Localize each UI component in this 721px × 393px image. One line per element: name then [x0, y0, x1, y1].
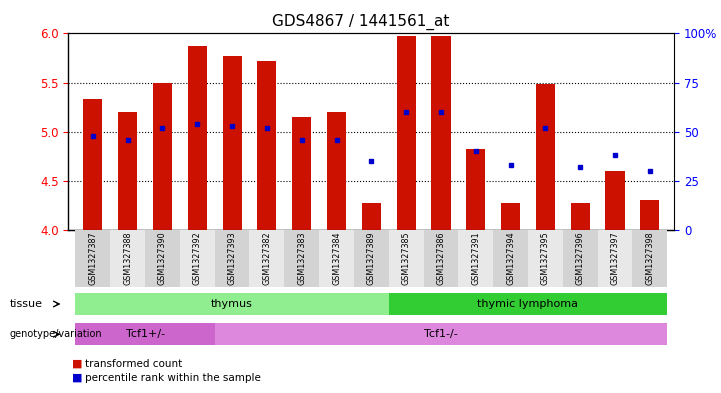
Bar [292, 117, 311, 230]
Text: tissue: tissue [9, 299, 43, 309]
Bar [327, 112, 346, 230]
Text: GSM1327398: GSM1327398 [645, 231, 654, 285]
Bar [110, 230, 145, 287]
Text: GSM1327395: GSM1327395 [541, 231, 550, 285]
Text: GSM1327393: GSM1327393 [228, 231, 236, 285]
Bar [215, 323, 667, 345]
Text: GSM1327397: GSM1327397 [611, 231, 619, 285]
Bar [145, 230, 180, 287]
Text: GSM1327392: GSM1327392 [193, 231, 202, 285]
Bar [76, 293, 389, 315]
Bar [180, 230, 215, 287]
Bar [389, 230, 423, 287]
Bar [632, 230, 667, 287]
Bar [187, 46, 207, 230]
Bar [249, 230, 284, 287]
Text: GSM1327389: GSM1327389 [367, 231, 376, 285]
Text: GSM1327386: GSM1327386 [436, 231, 446, 285]
Bar [215, 230, 249, 287]
Bar [397, 36, 416, 230]
Text: GSM1327384: GSM1327384 [332, 231, 341, 285]
Bar [76, 323, 215, 345]
Text: GSM1327387: GSM1327387 [89, 231, 97, 285]
Bar [459, 230, 493, 287]
Text: Tcf1+/-: Tcf1+/- [125, 329, 164, 339]
Bar [598, 230, 632, 287]
Text: GSM1327385: GSM1327385 [402, 231, 411, 285]
Bar [640, 200, 659, 230]
Bar [536, 84, 555, 230]
Bar [389, 293, 667, 315]
Bar [153, 83, 172, 230]
Bar [466, 149, 485, 230]
Bar [362, 204, 381, 230]
Text: percentile rank within the sample: percentile rank within the sample [85, 373, 261, 383]
Bar [501, 204, 520, 230]
Text: GSM1327382: GSM1327382 [262, 231, 271, 285]
Bar [563, 230, 598, 287]
Bar [354, 230, 389, 287]
Bar [606, 171, 624, 230]
Bar [570, 204, 590, 230]
Text: thymus: thymus [211, 299, 253, 309]
Text: ■: ■ [72, 373, 83, 383]
Bar [76, 230, 110, 287]
Bar [319, 230, 354, 287]
Bar [493, 230, 528, 287]
Text: Tcf1-/-: Tcf1-/- [424, 329, 458, 339]
Bar [528, 230, 563, 287]
Text: GSM1327390: GSM1327390 [158, 231, 167, 285]
Text: GDS4867 / 1441561_at: GDS4867 / 1441561_at [272, 14, 449, 30]
Text: genotype/variation: genotype/variation [9, 329, 102, 339]
Bar [118, 112, 137, 230]
Text: ■: ■ [72, 358, 83, 369]
Text: transformed count: transformed count [85, 358, 182, 369]
Bar [284, 230, 319, 287]
Text: GSM1327383: GSM1327383 [297, 231, 306, 285]
Text: GSM1327391: GSM1327391 [472, 231, 480, 285]
Text: GSM1327394: GSM1327394 [506, 231, 515, 285]
Bar [423, 230, 459, 287]
Text: GSM1327388: GSM1327388 [123, 231, 132, 285]
Bar [84, 99, 102, 230]
Bar [431, 36, 451, 230]
Text: GSM1327396: GSM1327396 [575, 231, 585, 285]
Bar [223, 56, 242, 230]
Text: thymic lymphoma: thymic lymphoma [477, 299, 578, 309]
Bar [257, 61, 276, 230]
